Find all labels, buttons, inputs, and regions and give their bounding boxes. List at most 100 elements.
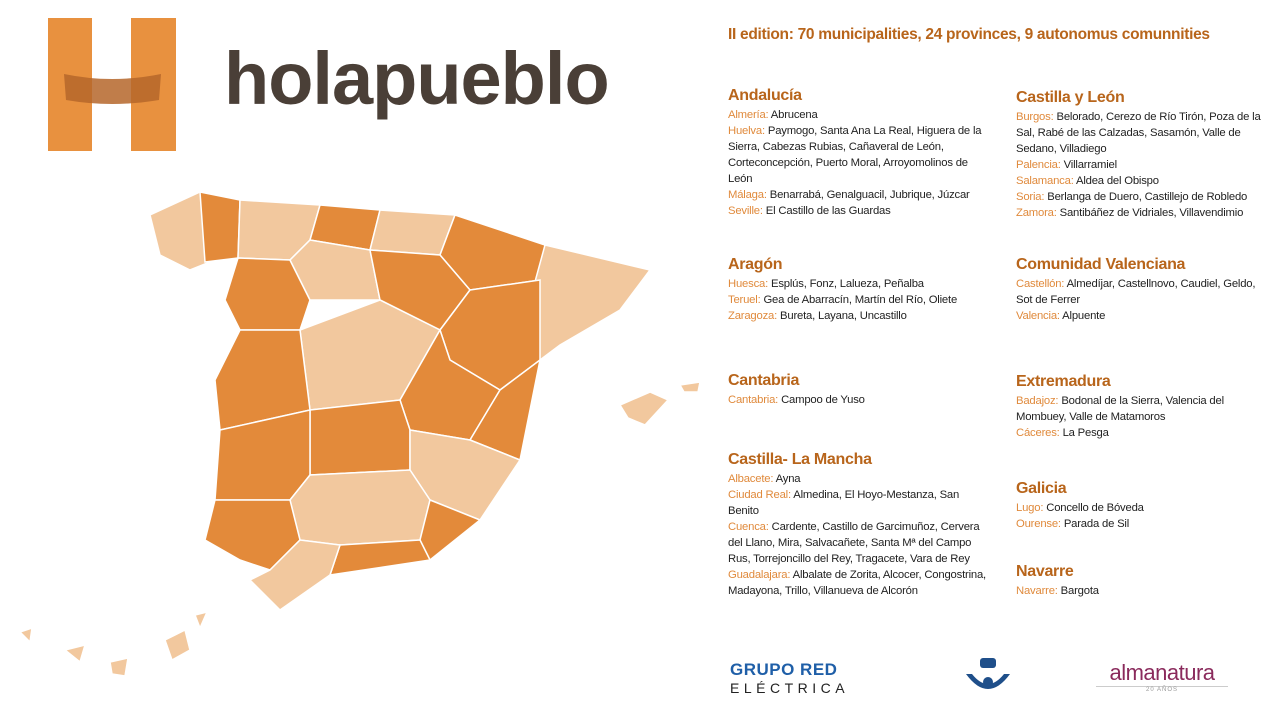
province-entry: Ourense: Parada de Sil	[1016, 516, 1262, 532]
province-name: Castellón:	[1016, 278, 1065, 290]
region-name: Comunidad Valenciana	[1016, 256, 1186, 273]
province-entry: Palencia: Villarramiel	[1016, 157, 1262, 173]
province-entry: Guadalajara: Albalate de Zorita, Alcocer…	[728, 567, 990, 599]
municipalities: Almedíjar, Castellnovo, Caudiel, Geldo, …	[1016, 278, 1256, 306]
province-entry: Málaga: Benarrabá, Genalguacil, Jubrique…	[728, 187, 990, 203]
graphics	[18, 18, 701, 677]
region: Comunidad Valenciana Castellón: Almedíjar…	[1016, 255, 1262, 324]
municipalities: El Castillo de las Guardas	[765, 205, 891, 217]
province-name: Palencia:	[1016, 159, 1061, 171]
region-name: Castilla- La Mancha	[728, 451, 872, 468]
municipalities: La Pesga	[1062, 427, 1109, 439]
municipalities: Gea de Abarracín, Martín del Río, Oliete	[763, 294, 958, 306]
municipalities: Cardente, Castillo de Garcimuñoz, Cerver…	[728, 521, 980, 565]
region: Castilla y León Burgos: Belorado, Cerezo …	[1016, 88, 1262, 221]
municipalities: Albalate de Zorita, Alcocer, Congostrina…	[728, 569, 986, 597]
logo	[48, 18, 176, 151]
province-name: Almería:	[728, 109, 769, 121]
almanatura-sub: 20 AÑOS	[1096, 686, 1228, 693]
province-name: Burgos:	[1016, 111, 1054, 123]
municipalities: Concello de Bóveda	[1046, 502, 1144, 514]
municipalities: Campoo de Yuso	[781, 394, 865, 406]
province-entry: Badajoz: Bodonal de la Sierra, Valencia …	[1016, 393, 1262, 425]
municipalities: Esplús, Fonz, Lalueza, Peñalba	[771, 278, 924, 290]
almanatura-logo: almanatura 20 AÑOS	[1096, 660, 1228, 693]
region: Castilla- La Mancha Albacete: Ayna Ciudad …	[728, 450, 990, 599]
province-name: Huesca:	[728, 278, 769, 290]
province-name: Zaragoza:	[728, 310, 778, 322]
province-name: Guadalajara:	[728, 569, 791, 581]
region-name: Castilla y León	[1016, 89, 1125, 106]
ree-logo: GRUPO RED ELÉCTRICA	[730, 660, 849, 696]
province-entry: Navarre: Bargota	[1016, 583, 1262, 599]
province-name: Huelva:	[728, 125, 765, 137]
province-name: Lugo:	[1016, 502, 1044, 514]
region-name: Navarre	[1016, 563, 1074, 580]
province-entry: Albacete: Ayna	[728, 471, 990, 487]
municipalities: Benarrabá, Genalguacil, Jubrique, Júzcar	[769, 189, 970, 201]
province-name: Salamanca:	[1016, 175, 1074, 187]
province-name: Cuenca:	[728, 521, 769, 533]
municipalities: Santibáñez de Vidriales, Villavendimio	[1059, 207, 1244, 219]
ree-top: GRUPO RED	[730, 660, 838, 679]
province-entry: Lugo: Concello de Bóveda	[1016, 500, 1262, 516]
municipalities: Almedina, El Hoyo-Mestanza, San Benito	[728, 489, 960, 517]
region-name: Galicia	[1016, 480, 1067, 497]
province-name: Ciudad Real:	[728, 489, 791, 501]
municipalities: Bodonal de la Sierra, Valencia del Mombu…	[1016, 395, 1224, 423]
municipalities: Belorado, Cerezo de Río Tirón, Poza de l…	[1016, 111, 1261, 155]
province-name: Badajoz:	[1016, 395, 1059, 407]
municipalities: Paymogo, Santa Ana La Real, Higuera de l…	[728, 125, 982, 185]
correos-emblem	[966, 658, 1010, 689]
almanatura-name: almanatura	[1109, 660, 1215, 685]
region-name: Extremadura	[1016, 373, 1111, 390]
region-name: Cantabria	[728, 372, 800, 389]
headline: II edition: 70 municipalities, 24 provin…	[728, 26, 1210, 43]
spain-map	[18, 191, 701, 677]
municipalities: Bargota	[1060, 585, 1099, 597]
region-name: Andalucía	[728, 87, 802, 104]
municipalities: Bureta, Layana, Uncastillo	[780, 310, 907, 322]
region: Andalucía Almería: Abrucena Huelva: Paymog…	[728, 86, 990, 219]
region: Cantabria Cantabria: Campoo de Yuso	[728, 371, 990, 408]
region-name: Aragón	[728, 256, 783, 273]
province-name: Málaga:	[728, 189, 767, 201]
region: Navarre Navarre: Bargota	[1016, 562, 1262, 599]
brand-name: holapueblo	[224, 37, 610, 120]
province-name: Cantabria:	[728, 394, 779, 406]
municipalities: Villarramiel	[1063, 159, 1117, 171]
province-entry: Castellón: Almedíjar, Castellnovo, Caudi…	[1016, 276, 1262, 308]
province-name: Seville:	[728, 205, 763, 217]
province-name: Cáceres:	[1016, 427, 1060, 439]
province-entry: Soria: Berlanga de Duero, Castillejo de …	[1016, 189, 1262, 205]
municipalities: Abrucena	[770, 109, 818, 121]
region: Aragón Huesca: Esplús, Fonz, Lalueza, Peñ…	[728, 255, 990, 324]
ree-bottom: ELÉCTRICA	[730, 680, 850, 696]
province-entry: Cáceres: La Pesga	[1016, 425, 1262, 441]
province-entry: Ciudad Real: Almedina, El Hoyo-Mestanza,…	[728, 487, 990, 519]
province-entry: Almería: Abrucena	[728, 107, 990, 123]
province-name: Soria:	[1016, 191, 1045, 203]
province-entry: Cuenca: Cardente, Castillo de Garcimuñoz…	[728, 519, 990, 567]
province-entry: Huesca: Esplús, Fonz, Lalueza, Peñalba	[728, 276, 990, 292]
province-name: Ourense:	[1016, 518, 1061, 530]
province-entry: Valencia: Alpuente	[1016, 308, 1262, 324]
province-entry: Salamanca: Aldea del Obispo	[1016, 173, 1262, 189]
municipalities: Parada de Sil	[1063, 518, 1130, 530]
province-name: Teruel:	[728, 294, 761, 306]
municipalities: Aldea del Obispo	[1075, 175, 1159, 187]
region: Extremadura Badajoz: Bodonal de la Sierra…	[1016, 372, 1262, 441]
province-name: Navarre:	[1016, 585, 1058, 597]
province-entry: Zaragoza: Bureta, Layana, Uncastillo	[728, 308, 990, 324]
municipalities: Ayna	[775, 473, 801, 485]
province-entry: Burgos: Belorado, Cerezo de Río Tirón, P…	[1016, 109, 1262, 157]
province-entry: Seville: El Castillo de las Guardas	[728, 203, 990, 219]
province-entry: Huelva: Paymogo, Santa Ana La Real, Higu…	[728, 123, 990, 187]
province-entry: Teruel: Gea de Abarracín, Martín del Río…	[728, 292, 990, 308]
municipalities: Berlanga de Duero, Castillejo de Robledo	[1047, 191, 1248, 203]
municipalities: Alpuente	[1062, 310, 1106, 322]
province-entry: Cantabria: Campoo de Yuso	[728, 392, 990, 408]
province-entry: Zamora: Santibáñez de Vidriales, Villave…	[1016, 205, 1262, 221]
province-name: Albacete:	[728, 473, 774, 485]
